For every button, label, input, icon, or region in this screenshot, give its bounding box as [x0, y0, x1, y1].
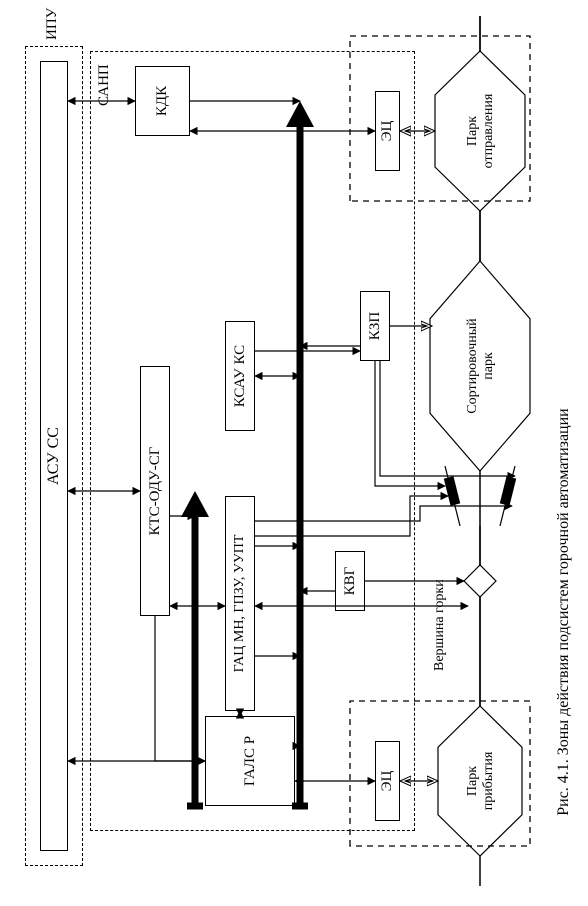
ec-left-box: ЭЦ: [375, 741, 400, 821]
ipu-label: ИПУ: [44, 8, 61, 40]
kts-label: КТС-ОДУ-СГ: [147, 447, 164, 536]
figure-caption: Рис. 4.1. Зоны действия подсистем горочн…: [555, 318, 573, 906]
ec-right-label: ЭЦ: [379, 121, 396, 142]
ksau-box: КСАУ КС: [225, 321, 255, 431]
vershina-label: Вершина горки: [432, 579, 448, 671]
kvg-box: КВГ: [335, 551, 365, 611]
kts-box: КТС-ОДУ-СГ: [140, 366, 170, 616]
kdk-label: КДК: [154, 86, 171, 116]
gac-label: ГАЦ МН, ГПЗУ, УУПТ: [232, 535, 248, 673]
kzp-box: КЗП: [360, 291, 390, 361]
kdk-box: КДК: [135, 66, 190, 136]
gals-r-label: ГАЛС Р: [242, 736, 259, 786]
svg-text:Сортировочныйпарк: Сортировочныйпарк: [465, 318, 496, 414]
sanp-frame: [90, 51, 415, 831]
sanp-label: САНП: [96, 64, 113, 106]
gals-r-box: ГАЛС Р: [205, 716, 295, 806]
svg-text:Паркприбытия: Паркприбытия: [465, 751, 496, 810]
svg-text:Паркотправления: Паркотправления: [465, 93, 496, 168]
gac-box: ГАЦ МН, ГПЗУ, УУПТ: [225, 496, 255, 711]
kvg-label: КВГ: [342, 567, 359, 596]
ksau-label: КСАУ КС: [232, 345, 249, 407]
ec-left-label: ЭЦ: [379, 771, 396, 792]
asu-ss-label: АСУ СС: [45, 427, 63, 485]
kzp-label: КЗП: [367, 312, 384, 340]
ec-right-box: ЭЦ: [375, 91, 400, 171]
asu-ss-box: АСУ СС: [40, 61, 68, 851]
